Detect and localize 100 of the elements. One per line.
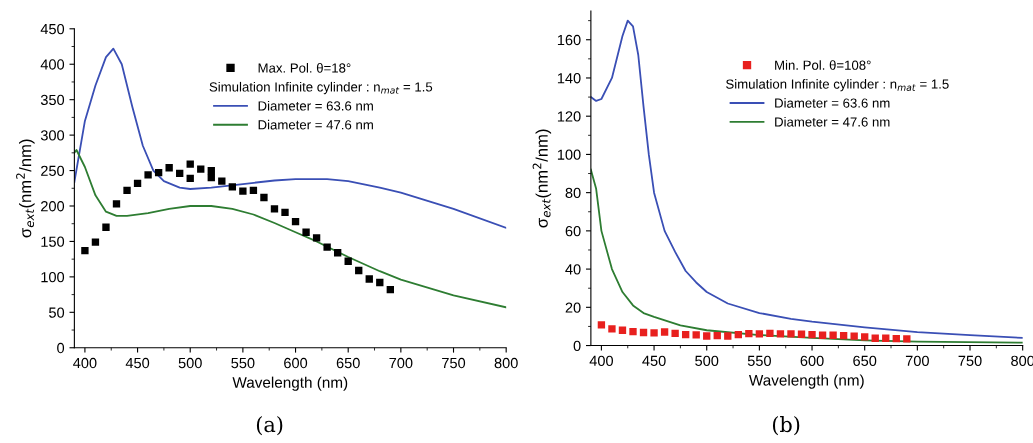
y-tick-label: 140 <box>557 73 581 84</box>
point <box>734 330 742 339</box>
point <box>186 160 194 168</box>
point <box>312 234 321 242</box>
x-tick-label: 550 <box>231 357 255 369</box>
point <box>386 285 394 294</box>
point <box>692 331 700 339</box>
point <box>207 166 215 175</box>
x-tick-label: 450 <box>125 357 150 369</box>
point <box>344 257 352 265</box>
y-tick-label: 0 <box>573 340 581 351</box>
point <box>839 331 848 340</box>
point <box>818 331 827 339</box>
y-tick-label: 40 <box>565 264 581 275</box>
point <box>249 186 258 195</box>
point <box>333 249 342 257</box>
x-axis-title: Wavelength (nm) <box>748 374 864 389</box>
y-tick-label: 250 <box>41 165 65 176</box>
point <box>629 327 637 336</box>
point <box>808 330 816 339</box>
y-tick-label: 400 <box>40 59 65 70</box>
point <box>787 330 795 338</box>
point <box>281 208 289 217</box>
point <box>660 328 669 336</box>
point <box>165 164 173 172</box>
point <box>365 275 373 283</box>
point <box>797 330 806 338</box>
x-tick-label: 700 <box>389 357 413 369</box>
point <box>154 169 163 177</box>
x-tick-label: 600 <box>800 355 824 366</box>
point <box>650 329 658 337</box>
legend-title: Simulation Infinite cylinder : n$_{mat}$ = 1.5 <box>209 81 433 95</box>
point <box>776 330 785 338</box>
legend-label: Max. Pol. θ=18° <box>258 63 351 73</box>
point <box>861 333 869 341</box>
point <box>133 179 142 187</box>
point <box>91 238 100 246</box>
point <box>755 330 764 338</box>
y-axis-title: σ$_{ext}$(nm$^{2}$/nm) <box>16 139 35 238</box>
legend-label: Min. Pol. θ=108° <box>775 60 871 70</box>
point <box>228 183 237 191</box>
text: (b) <box>772 416 800 436</box>
point <box>376 278 384 287</box>
legend-label: Diameter = 63.6 nm <box>258 100 373 111</box>
y-tick-label: 160 <box>557 34 581 46</box>
point <box>291 217 300 226</box>
point <box>766 329 774 337</box>
line-series <box>590 19 1023 339</box>
y-tick-label: 60 <box>565 225 581 237</box>
legend-label: Diameter = 47.6 nm <box>775 116 890 127</box>
x-tick-label: 500 <box>695 355 719 366</box>
x-axis-title: Wavelength (nm) <box>232 376 348 391</box>
point <box>270 205 279 213</box>
y-tick-label: 120 <box>557 111 581 122</box>
point <box>713 331 721 340</box>
point <box>207 173 215 182</box>
x-tick-label: 650 <box>336 357 360 369</box>
point <box>618 326 627 334</box>
point <box>186 174 194 183</box>
point <box>850 332 858 340</box>
point <box>355 266 363 275</box>
x-tick-label: 550 <box>747 355 771 366</box>
x-tick-label: 650 <box>853 355 877 366</box>
x-tick-label: 400 <box>73 357 97 369</box>
point <box>323 243 331 251</box>
point <box>597 321 606 329</box>
point <box>102 223 110 231</box>
x-tick-label: 600 <box>284 357 308 369</box>
point <box>892 334 900 343</box>
point <box>260 193 268 202</box>
point <box>608 325 616 333</box>
y-tick-label: 100 <box>557 149 581 160</box>
x-tick-label: 750 <box>958 355 982 366</box>
x-tick-label: 700 <box>905 355 929 366</box>
point <box>639 328 648 337</box>
y-tick-label: 350 <box>40 94 65 106</box>
legend-title: Simulation Infinite cylinder : n$_{mat}$ = 1.5 <box>726 79 949 92</box>
y-tick-label: 150 <box>41 236 65 247</box>
x-tick-label: 450 <box>642 355 666 366</box>
point <box>218 177 226 185</box>
x-tick-label: 500 <box>178 357 202 369</box>
point <box>745 330 753 338</box>
y-tick-label: 50 <box>49 307 65 318</box>
x-tick-label: 400 <box>589 355 613 366</box>
point <box>882 334 890 342</box>
point <box>703 332 711 340</box>
point <box>112 200 121 208</box>
y-tick-label: 100 <box>41 271 65 283</box>
point <box>144 171 152 179</box>
point <box>302 228 310 236</box>
point <box>724 332 732 340</box>
y-tick-label: 0 <box>57 342 65 354</box>
point <box>176 169 184 178</box>
y-tick-label: 300 <box>40 130 65 141</box>
line-series <box>74 47 507 229</box>
point <box>123 186 131 195</box>
text: (a) <box>256 416 283 436</box>
point <box>903 335 911 343</box>
point <box>829 331 837 339</box>
point <box>81 246 89 255</box>
